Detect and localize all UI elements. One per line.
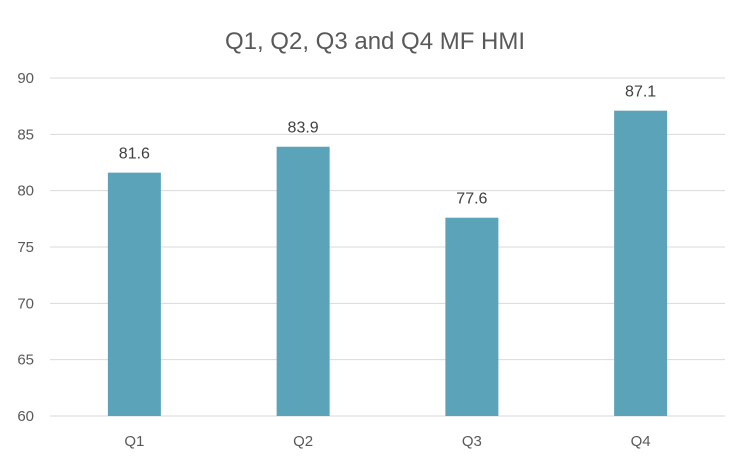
- bar: [107, 172, 161, 416]
- y-tick-label: 85: [17, 126, 34, 143]
- y-tick-label: 80: [17, 183, 34, 200]
- chart-title: Q1, Q2, Q3 and Q4 MF HMI: [225, 28, 525, 55]
- x-axis-tick-labels: Q1 Q2 Q3 Q4: [124, 433, 650, 450]
- data-label: 83.9: [288, 120, 319, 137]
- x-tick-label: Q4: [631, 433, 651, 450]
- data-label: 77.6: [456, 191, 487, 208]
- bars: [107, 110, 668, 416]
- bar: [614, 110, 668, 416]
- gridlines: [50, 77, 725, 417]
- y-tick-label: 90: [17, 70, 34, 87]
- y-tick-label: 65: [17, 352, 34, 369]
- x-tick-label: Q3: [462, 433, 482, 450]
- y-axis-tick-labels: 60 65 70 75 80 85 90: [17, 70, 34, 425]
- bar: [445, 217, 499, 416]
- y-tick-label: 70: [17, 295, 34, 312]
- data-label: 87.1: [625, 84, 656, 101]
- y-tick-label: 60: [17, 408, 34, 425]
- data-label: 81.6: [119, 146, 150, 163]
- x-tick-label: Q2: [293, 433, 313, 450]
- y-tick-label: 75: [17, 239, 34, 256]
- bar: [276, 146, 330, 416]
- x-tick-label: Q1: [124, 433, 144, 450]
- data-labels: 81.6 83.9 77.6 87.1: [119, 84, 656, 208]
